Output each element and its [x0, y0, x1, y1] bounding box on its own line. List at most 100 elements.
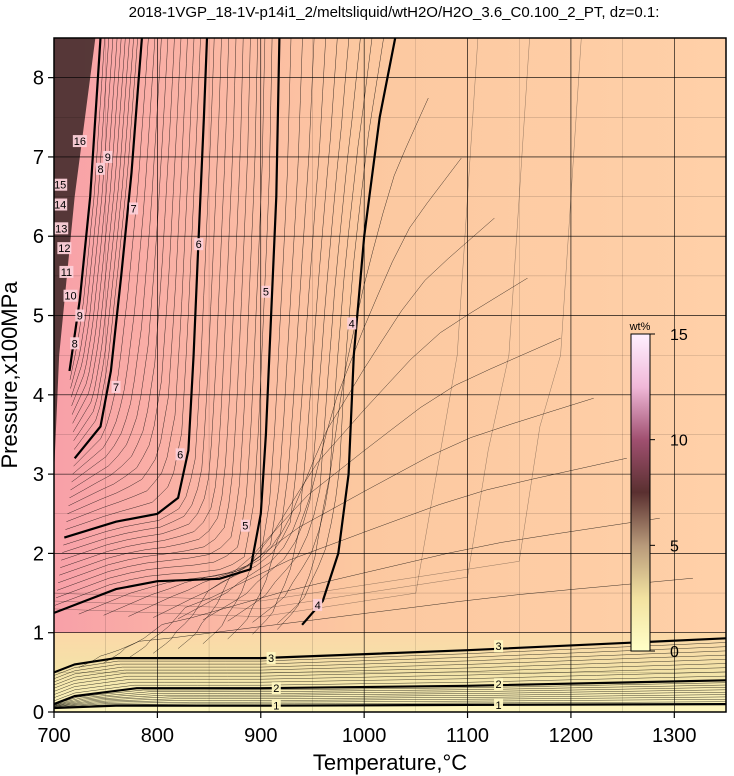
minor-contour-line [277, 97, 429, 630]
minor-contour-line [59, 38, 244, 576]
y-tick-label: 7 [33, 147, 44, 169]
minor-contour-line [128, 457, 627, 659]
contour-label: 14 [54, 198, 68, 212]
contour-label-box [54, 178, 68, 191]
colorbar-tick-label: 10 [670, 433, 688, 450]
contour-label-text: 9 [77, 311, 83, 323]
contour-label: 7 [111, 380, 121, 394]
contour-label: 4 [347, 317, 357, 330]
colorbar-scale [630, 333, 651, 652]
contour-label: 6 [175, 448, 185, 461]
y-tick-label: 1 [33, 623, 44, 645]
contour-label: 12 [57, 242, 72, 255]
contour-label: 5 [240, 519, 250, 533]
contour-label-text: 4 [349, 318, 355, 330]
contour-label: 1 [271, 699, 281, 713]
contour-label: 15 [54, 178, 68, 192]
contour-label-text: 9 [105, 152, 111, 164]
contour-label: 4 [313, 598, 323, 612]
y-tick-label: 2 [33, 543, 44, 565]
x-axis: 700 800 900 1000 1100 1200 1300 [37, 712, 697, 747]
contour-label-box [75, 309, 85, 322]
minor-contour-line [66, 38, 195, 522]
minor-contour-line [54, 699, 726, 708]
major-contour-1 [54, 703, 726, 710]
grid-lines [54, 38, 726, 712]
minor-contour-line [54, 682, 726, 705]
contour-label: 16 [72, 135, 87, 148]
minor-contour-line [54, 650, 726, 683]
x-tick-label: 800 [141, 725, 174, 747]
minor-contour-line [63, 38, 215, 546]
minor-contour-line [202, 38, 350, 621]
minor-contour-line [61, 38, 229, 561]
contour-label-text: 2 [273, 683, 279, 695]
x-axis-title: Temperature,°C [313, 750, 467, 775]
minor-contour-line [54, 38, 582, 602]
contour-label-text: 16 [74, 136, 86, 148]
contour-label-box [129, 202, 139, 215]
colorbar: wt% 0 5 10 15 [629, 321, 688, 661]
minor-contour-line [153, 38, 326, 618]
contour-label-text: 1 [495, 700, 501, 712]
contour-label-text: 1 [273, 701, 279, 713]
y-axis: 0 1 2 3 4 5 6 7 8 [33, 68, 54, 724]
contour-label-box [175, 448, 185, 461]
major-contour-2 [54, 679, 726, 706]
contour-label-box [261, 285, 271, 298]
minor-contour-line [54, 689, 726, 706]
major-contour-7 [73, 38, 143, 459]
y-tick-label: 6 [33, 226, 44, 248]
minor-contour-line [54, 691, 726, 707]
major-contour-8 [68, 38, 102, 372]
y-tick-label: 5 [33, 306, 44, 328]
colorbar-ticks: 0 5 10 15 [650, 327, 688, 661]
y-tick-label: 0 [33, 702, 44, 724]
colorbar-tick-label: 0 [670, 644, 679, 661]
contour-label: 9 [75, 309, 85, 323]
contour-label: 13 [54, 222, 69, 235]
contour-label-text: 5 [263, 287, 269, 299]
minor-contour-line [73, 38, 138, 450]
minor-contour-line [54, 659, 726, 689]
major-contour-4 [301, 38, 397, 626]
minor-contour-line [57, 38, 258, 591]
contour-label-text: 11 [61, 267, 72, 279]
contour-label: 3 [266, 652, 276, 665]
y-axis-title: Pressure,x100MPa [0, 281, 22, 469]
contour-label-box [72, 135, 87, 148]
contour-label-box [494, 640, 504, 653]
minor-contour-line [54, 694, 726, 707]
contour-label-text: 10 [64, 291, 76, 303]
minor-contour-line [54, 646, 726, 679]
minor-contour-line [54, 654, 726, 686]
contour-label: 10 [63, 289, 78, 303]
minor-contour-line [54, 663, 726, 692]
contour-label-text: 7 [113, 382, 119, 394]
minor-contour-line [71, 38, 118, 406]
major-contour-3 [54, 637, 726, 674]
contour-label-box [194, 238, 204, 251]
plot-frame [53, 37, 727, 713]
minor-contour-line [72, 38, 130, 433]
contour-label-text: 3 [495, 641, 501, 653]
chart-title: 2018-1VGP_18-1V-p14i1_2/meltsliquid/wtH2… [129, 4, 660, 21]
high-water-band [54, 38, 96, 475]
contour-label: 2 [494, 678, 504, 691]
contour-label-text: 8 [72, 338, 78, 350]
minor-contour-line [58, 38, 251, 584]
contour-label-text: 15 [54, 180, 66, 192]
minor-contour-line [70, 38, 169, 491]
contour-label-text: 6 [196, 239, 202, 251]
minor-contour-line [128, 38, 315, 617]
minor-contour-line [54, 38, 273, 606]
x-tick-label: 1200 [549, 725, 594, 747]
contour-label-text: 14 [54, 200, 66, 212]
contour-label: 5 [261, 285, 271, 299]
contour-label-box [96, 162, 106, 175]
contour-label: 11 [59, 265, 74, 279]
x-tick-label: 900 [244, 725, 277, 747]
contour-label-box [70, 337, 80, 350]
minor-contour-line [65, 38, 201, 530]
